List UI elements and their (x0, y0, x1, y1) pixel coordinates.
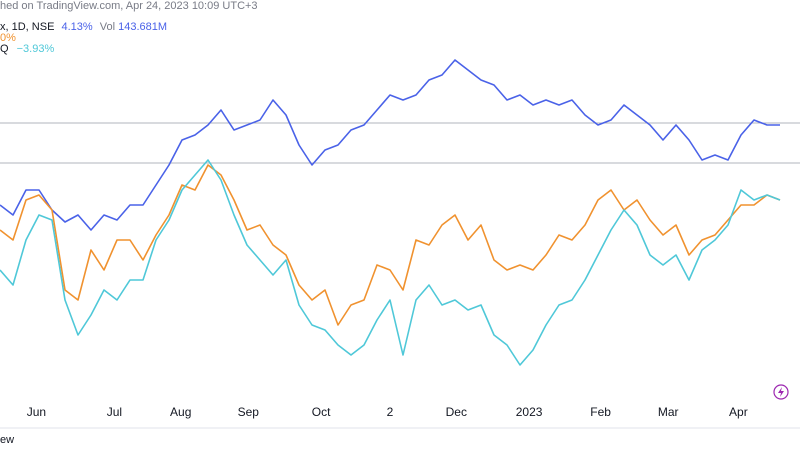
x-tick-label: Sep (238, 405, 260, 419)
legend-row: Q −3.93% (0, 43, 54, 55)
legend-name: Q (0, 43, 9, 55)
legend-row: x, 1D, NSE 4.13% Vol 143.681M (0, 21, 167, 33)
legend-vol: 143.681M (118, 21, 167, 33)
x-axis: Jun Jul Aug Sep Oct 2 Dec 2023 Feb Mar Apr (27, 405, 748, 419)
footer: ew (0, 434, 14, 446)
legend-change: 4.13% (61, 21, 92, 33)
legend-name: x, 1D, NSE (0, 21, 54, 33)
lightning (778, 387, 784, 397)
x-tick-label: 2023 (516, 405, 543, 419)
x-tick-label: Jul (107, 405, 122, 419)
x-tick-label: Aug (170, 405, 191, 419)
series-line (0, 164, 781, 326)
series-line (0, 59, 780, 231)
x-tick-label: Mar (658, 405, 679, 419)
legend-change: 0% (0, 32, 16, 44)
header: hed on TradingView.com, Apr 24, 2023 10:… (0, 0, 258, 12)
x-tick-label: 2 (387, 405, 394, 419)
x-tick-label: Dec (446, 405, 467, 419)
x-tick-label: Oct (312, 405, 331, 419)
x-tick-label: Jun (27, 405, 46, 419)
legend-change: −3.93% (17, 43, 55, 55)
grid (0, 122, 800, 164)
plot (0, 59, 781, 366)
x-tick-label: Feb (590, 405, 611, 419)
legend-vol-label: Vol (100, 21, 115, 33)
x-tick-label: Apr (729, 405, 748, 419)
series-line (0, 159, 781, 366)
